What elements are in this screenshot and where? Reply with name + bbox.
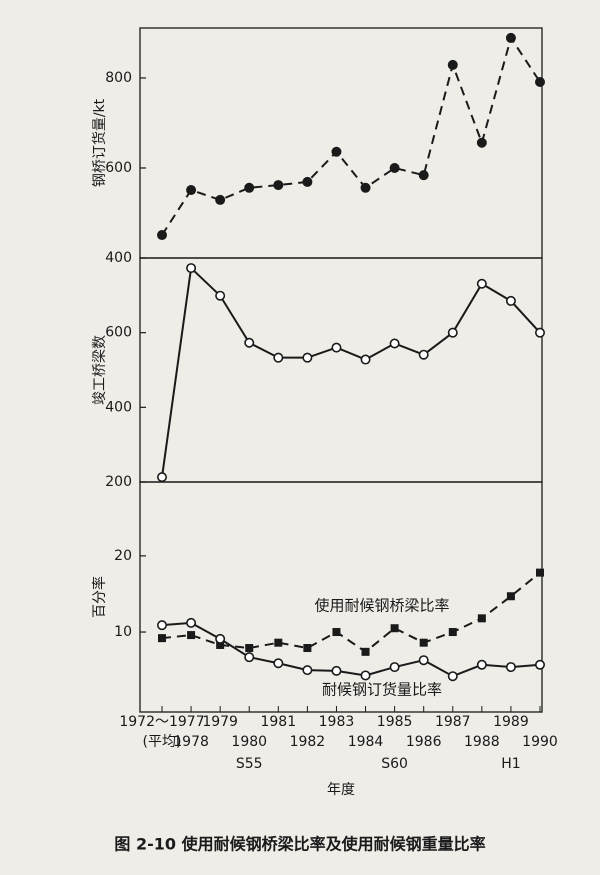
- x-tick-label: 1972～1977: [119, 714, 204, 730]
- marker: [331, 146, 342, 157]
- marker: [215, 194, 226, 205]
- y-tick-label: 20: [114, 548, 132, 564]
- marker: [447, 59, 458, 70]
- caption: 图 2-10 使用耐候钢桥梁比率及使用耐候钢重量比率: [114, 835, 485, 854]
- marker: [331, 342, 342, 353]
- marker: [215, 633, 226, 644]
- x-tick-label: 1983: [319, 714, 355, 730]
- y-tick-label: 400: [105, 399, 132, 415]
- marker: [187, 631, 196, 640]
- marker: [216, 640, 225, 649]
- x-sublabel: (平均): [143, 734, 182, 750]
- marker: [477, 614, 486, 623]
- marker: [273, 180, 284, 191]
- x-tick-label: 1981: [260, 714, 296, 730]
- x-tick-label: 1980: [231, 734, 267, 750]
- marker: [331, 665, 342, 676]
- marker: [536, 568, 544, 577]
- marker: [157, 472, 168, 483]
- marker: [476, 137, 487, 148]
- marker: [448, 628, 457, 637]
- x-tick-label: 1986: [406, 734, 442, 750]
- x-tick-label: 1979: [202, 714, 238, 730]
- marker: [303, 644, 312, 653]
- x-tick-label: 1985: [377, 714, 413, 730]
- marker: [418, 655, 429, 666]
- marker: [534, 77, 545, 88]
- x-sublabel: H1: [501, 756, 520, 772]
- y-tick-label: 600: [105, 160, 132, 176]
- series-label: 使用耐候钢桥梁比率: [314, 597, 449, 615]
- series-line: [161, 35, 541, 236]
- y-axis-label: 竣工桥梁数: [92, 335, 108, 405]
- marker: [273, 352, 284, 363]
- marker: [360, 182, 371, 193]
- y-axis-label: 百分率: [91, 576, 108, 618]
- marker: [302, 352, 313, 363]
- marker: [244, 652, 255, 663]
- series-line: [161, 266, 541, 478]
- marker: [157, 230, 168, 241]
- x-tick-label: 1987: [435, 714, 471, 730]
- marker: [447, 671, 458, 682]
- series-line: [161, 571, 541, 654]
- x-tick-label: 1982: [290, 734, 326, 750]
- x-tick-label: 1989: [493, 714, 529, 730]
- y-axis-label: 钢桥订货量/kt: [91, 98, 108, 187]
- x-tick-label: 1990: [522, 734, 558, 750]
- marker: [244, 337, 255, 348]
- marker: [186, 617, 197, 628]
- plot-frame: [139, 257, 543, 483]
- y-tick-label: 200: [105, 474, 132, 490]
- marker: [186, 185, 197, 196]
- series-line: [161, 621, 541, 678]
- marker: [244, 182, 255, 193]
- marker: [418, 349, 429, 360]
- marker: [360, 670, 371, 681]
- marker: [505, 32, 516, 43]
- y-tick-label: 800: [105, 70, 132, 86]
- marker: [360, 354, 371, 365]
- marker: [302, 665, 313, 676]
- marker: [389, 662, 400, 673]
- marker: [534, 659, 545, 670]
- marker: [476, 659, 487, 670]
- y-tick-label: 10: [114, 624, 132, 640]
- x-tick-label: 1978: [173, 734, 209, 750]
- marker: [419, 638, 428, 647]
- marker: [274, 638, 283, 647]
- x-tick-label: 1988: [464, 734, 500, 750]
- marker: [332, 628, 341, 637]
- marker: [506, 592, 515, 601]
- marker: [158, 634, 166, 643]
- marker: [361, 647, 370, 656]
- marker: [505, 662, 516, 673]
- x-sublabel: S55: [236, 756, 263, 772]
- marker: [389, 162, 400, 173]
- marker: [186, 263, 197, 274]
- marker: [476, 278, 487, 289]
- marker: [418, 170, 429, 181]
- x-sublabel: S60: [381, 756, 408, 772]
- marker: [447, 327, 458, 338]
- y-tick-label: 600: [105, 325, 132, 341]
- marker: [215, 290, 226, 301]
- marker: [245, 644, 254, 653]
- x-axis-label: 年度: [327, 782, 355, 798]
- y-tick-label: 400: [105, 250, 132, 266]
- marker: [534, 327, 545, 338]
- x-tick-label: 1984: [348, 734, 384, 750]
- marker: [157, 620, 168, 631]
- marker: [302, 176, 313, 187]
- plot-frame: [139, 481, 543, 713]
- marker: [273, 658, 284, 669]
- marker: [505, 295, 516, 306]
- marker: [389, 338, 400, 349]
- marker: [390, 624, 399, 633]
- series-label: 耐候钢订货量比率: [322, 681, 442, 699]
